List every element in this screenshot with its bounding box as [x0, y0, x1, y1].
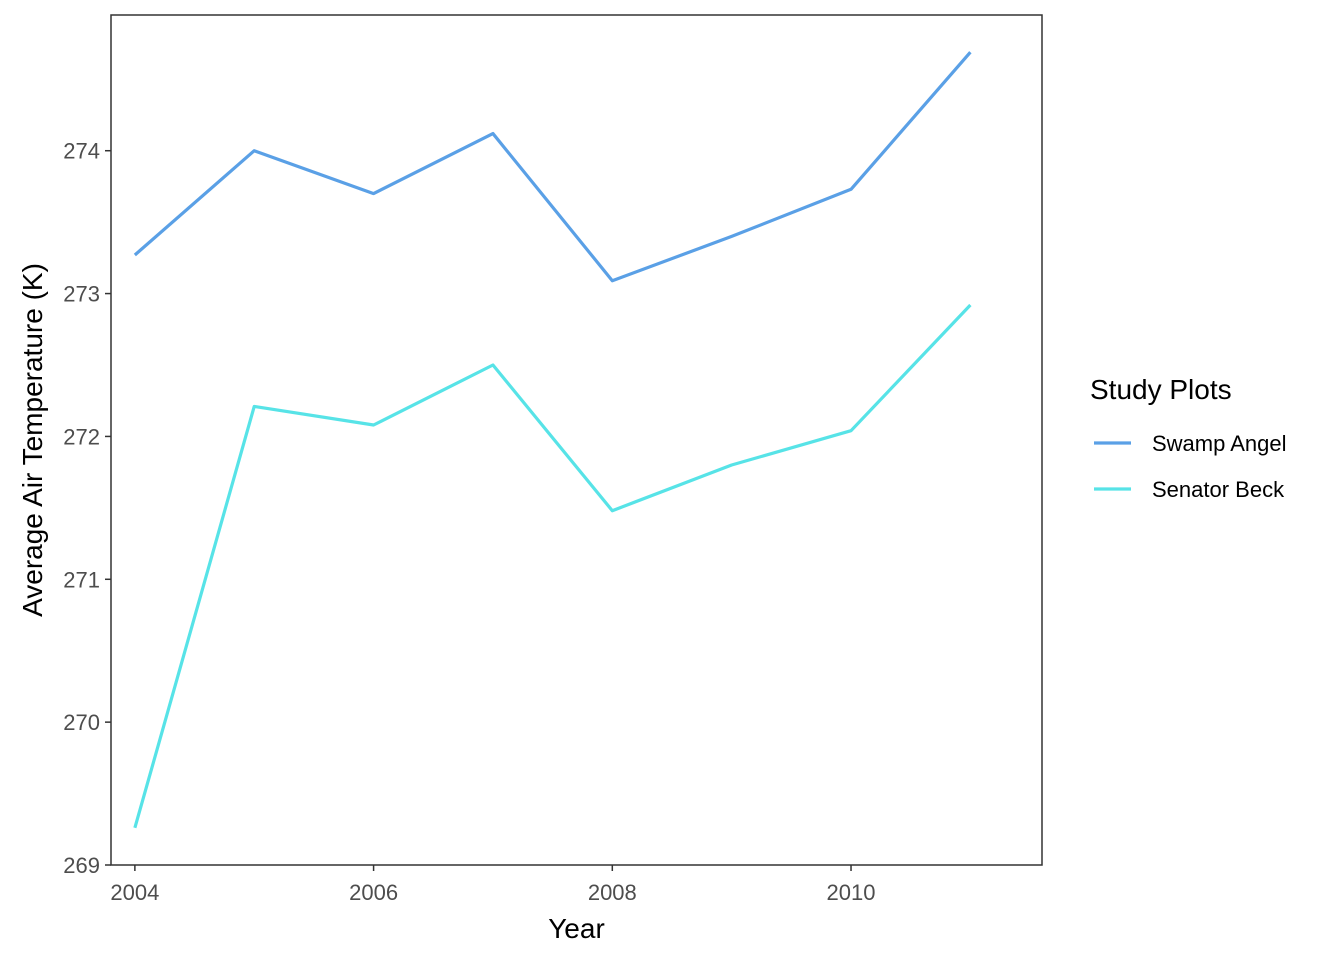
y-tick-label: 269: [63, 853, 100, 878]
x-tick-label: 2010: [827, 880, 876, 905]
plot-panel: [110, 14, 1043, 866]
y-tick-label: 274: [63, 139, 100, 164]
legend: Study Plots Swamp Angel Senator Beck: [1090, 374, 1287, 502]
x-tick-label: 2006: [349, 880, 398, 905]
x-tick-label: 2008: [588, 880, 637, 905]
legend-title: Study Plots: [1090, 374, 1232, 405]
series-line-senator-beck: [133, 303, 972, 829]
y-axis: 269 270 271 272 273 274: [63, 139, 111, 878]
y-tick-label: 273: [63, 282, 100, 307]
series-layer: [133, 51, 972, 829]
x-axis-title: Year: [548, 913, 605, 944]
x-tick-label: 2004: [110, 880, 159, 905]
plot-border: [110, 14, 1043, 866]
y-tick-label: 270: [63, 710, 100, 735]
y-tick-label: 272: [63, 424, 100, 449]
x-axis: 2004 2006 2008 2010: [110, 865, 876, 905]
y-tick-label: 271: [63, 567, 100, 592]
legend-label-senator-beck: Senator Beck: [1152, 477, 1285, 502]
series-line-swamp-angel: [133, 51, 972, 283]
y-axis-title: Average Air Temperature (K): [17, 263, 48, 617]
legend-items: Swamp Angel Senator Beck: [1094, 431, 1287, 502]
legend-label-swamp-angel: Swamp Angel: [1152, 431, 1287, 456]
